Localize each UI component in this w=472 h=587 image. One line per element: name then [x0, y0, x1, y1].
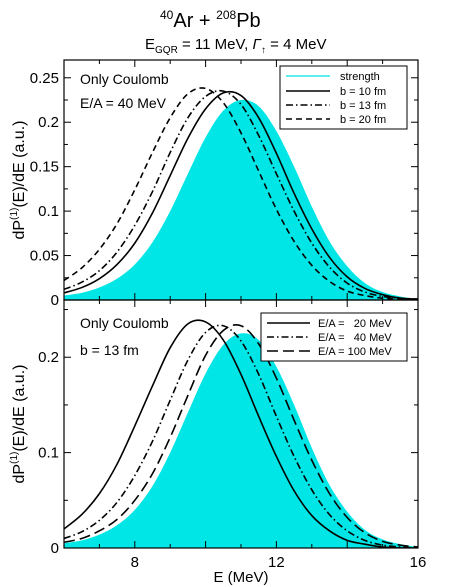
title-ar: Ar + — [173, 10, 216, 32]
top-ytick-label: 0.2 — [38, 114, 59, 131]
top-ytick-label: 0.15 — [30, 159, 59, 176]
title-mass-40: 40 — [160, 8, 174, 22]
top-ylabel-a: dP — [11, 220, 28, 240]
bottom-series-line-3 — [64, 324, 418, 548]
top-panel: 0 0.05 0.1 0.15 0.2 0.25 Only Coulomb E/A = 4… — [9, 59, 419, 309]
bottom-legend-label-ea100: E/A = 100 MeV — [318, 346, 392, 358]
bottom-legend-label-ea40: E/A = 40 MeV — [318, 332, 392, 344]
bottom-ytick-label: 0.1 — [38, 445, 59, 462]
title-gqr: GQR — [155, 45, 178, 56]
top-ylabel-sup: (1) — [9, 208, 20, 220]
title-rest: = 11 MeV, — [178, 36, 253, 53]
bottom-plot-area — [64, 319, 418, 548]
top-legend: strength b = 10 fm b = 13 fm b = 20 fm — [279, 65, 408, 130]
x-axis-label: E (MeV) — [213, 569, 268, 586]
bottom-strength-area — [64, 333, 418, 548]
bottom-legend: E/A = 20 MeV E/A = 40 MeV E/A = 100 MeV — [260, 312, 408, 362]
bottom-xtick-label: 16 — [410, 554, 427, 571]
bottom-ytick-label: 0.2 — [38, 349, 59, 366]
title-arrow: ↑ — [261, 45, 266, 56]
top-series-line-3 — [64, 87, 418, 300]
top-axes: 0 0.05 0.1 0.15 0.2 0.25 — [30, 60, 419, 309]
top-strength-area — [64, 99, 418, 300]
top-annotation-1: Only Coulomb — [80, 71, 169, 87]
top-legend-label-b10: b = 10 fm — [340, 86, 386, 98]
top-ytick-label: 0.05 — [30, 248, 59, 265]
top-y-axis-label: dP(1)(E)/dE (a.u.) — [9, 121, 28, 240]
title-rest2: = 4 MeV — [266, 36, 326, 53]
bottom-ytick-label: 0 — [51, 540, 59, 557]
bottom-ylabel-sup: (1) — [9, 452, 20, 464]
top-annotation-2: E/A = 40 MeV — [80, 95, 167, 111]
top-legend-label-strength: strength — [340, 71, 380, 83]
title-gamma: Γ — [252, 36, 262, 53]
figure-title: 40Ar + 208Pb EGQR = 11 MeV, Γ↑ = 4 MeV — [145, 8, 326, 56]
title-pb: Pb — [236, 10, 260, 32]
top-legend-label-b13: b = 13 fm — [340, 100, 386, 112]
bottom-annotation-1: Only Coulomb — [80, 315, 169, 331]
bottom-annotation-2: b = 13 fm — [80, 342, 139, 358]
title-line-1: 40Ar + 208Pb — [160, 8, 261, 32]
top-legend-label-b20: b = 20 fm — [340, 114, 386, 126]
title-line-2: EGQR = 11 MeV, Γ↑ = 4 MeV — [145, 36, 326, 56]
title-mass-208: 208 — [216, 8, 236, 22]
bottom-xtick-label: 12 — [268, 554, 285, 571]
top-series-line-1 — [64, 90, 418, 300]
top-ytick-label: 0.25 — [30, 70, 59, 87]
bottom-series-line-1 — [64, 319, 418, 548]
title-e: E — [145, 36, 155, 53]
bottom-panel: 0 0.1 0.2 8 12 16 Only Coulomb b = 13 fm E/A … — [9, 299, 426, 586]
top-ytick-label: 0.1 — [38, 203, 59, 220]
bottom-frame — [63, 299, 419, 549]
top-plot-area — [64, 87, 418, 300]
bottom-ylabel-b: (E)/dE (a.u.) — [11, 365, 28, 452]
bottom-y-axis-label: dP(1)(E)/dE (a.u.) — [9, 365, 28, 484]
bottom-xtick-label: 8 — [131, 554, 139, 571]
bottom-ylabel-a: dP — [11, 464, 28, 484]
bottom-legend-label-ea20: E/A = 20 MeV — [318, 318, 392, 330]
top-series-line-2 — [64, 89, 418, 300]
top-ytick-label: 0 — [51, 292, 59, 309]
bottom-series-line-2 — [64, 324, 418, 548]
top-ylabel-b: (E)/dE (a.u.) — [11, 121, 28, 208]
bottom-axes: 0 0.1 0.2 8 12 16 — [38, 300, 426, 571]
